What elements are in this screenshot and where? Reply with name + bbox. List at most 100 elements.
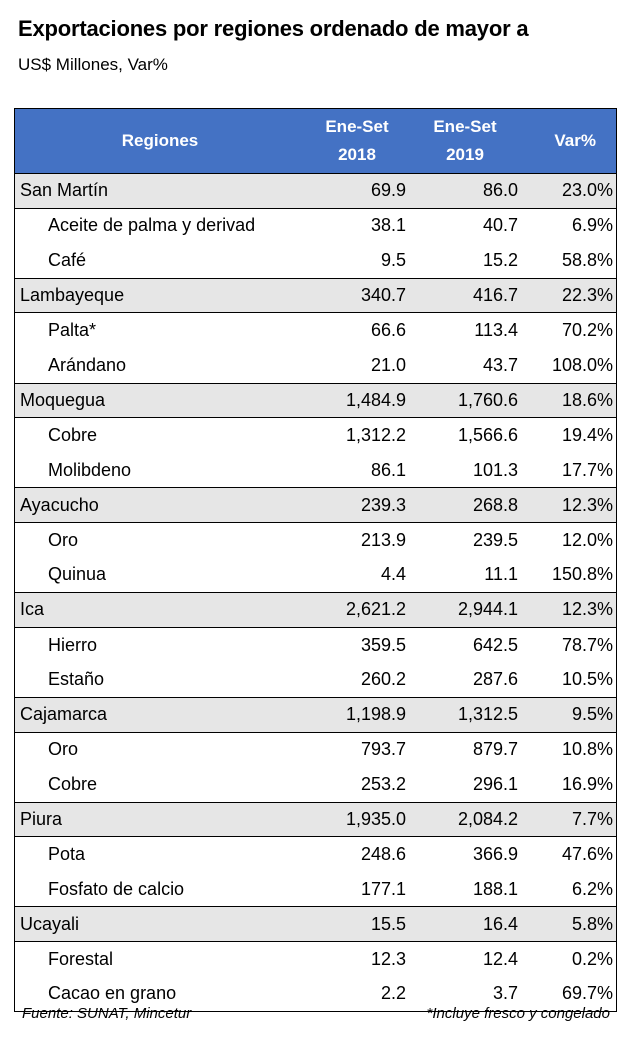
source-note: Fuente: SUNAT, Mincetur <box>22 1005 192 1022</box>
value-2019: 287.6 <box>472 669 518 690</box>
region-row: Lambayeque 340.7 416.7 22.3% <box>15 278 616 314</box>
var-percent: 12.0% <box>561 529 613 550</box>
region-group: Moquegua 1,484.9 1,760.6 18.6% Cobre 1,312.2 1… <box>15 383 616 489</box>
var-percent: 6.9% <box>571 215 613 236</box>
value-2018: 12.3 <box>370 948 406 969</box>
header-regiones: Regiones <box>121 131 199 150</box>
product-row: Cobre 1,312.2 1,566.6 19.4% <box>15 418 616 453</box>
header-2018-line1: Ene-Set <box>325 117 389 136</box>
value-2018: 66.6 <box>370 320 406 341</box>
region-group: Ucayali 15.5 16.4 5.8% Forestal 12.3 12.4 0.2% C… <box>15 907 616 1011</box>
region-group: Ayacucho 239.3 268.8 12.3% Oro 213.9 239.5 12.0… <box>15 488 616 594</box>
product-name: Oro <box>48 529 79 550</box>
region-row: Cajamarca 1,198.9 1,312.5 9.5% <box>15 697 616 733</box>
var-percent: 6.2% <box>571 878 613 899</box>
product-name: Estaño <box>48 669 105 690</box>
product-row: Cobre 253.2 296.1 16.9% <box>15 767 616 802</box>
header-2019: Ene-Set 2019 <box>409 109 521 173</box>
region-name: Moquegua <box>20 389 106 410</box>
value-2018: 38.1 <box>370 215 406 236</box>
var-percent: 78.7% <box>561 634 613 655</box>
var-percent: 23.0% <box>561 180 613 201</box>
value-2018: 359.5 <box>360 634 406 655</box>
product-row: Oro 213.9 239.5 12.0% <box>15 523 616 558</box>
header-2018-line2: 2018 <box>338 145 376 164</box>
value-2019: 1,566.6 <box>457 424 518 445</box>
value-2019: 101.3 <box>472 459 518 480</box>
header-2018: Ene-Set 2018 <box>305 109 409 173</box>
value-2018: 213.9 <box>360 529 406 550</box>
region-group: Piura 1,935.0 2,084.2 7.7% Pota 248.6 366.9 47.… <box>15 802 616 908</box>
value-2018: 2,621.2 <box>345 599 406 620</box>
var-percent: 18.6% <box>561 389 613 410</box>
value-2018: 248.6 <box>360 844 406 865</box>
region-name: Cajamarca <box>20 704 108 725</box>
product-name: Café <box>48 249 87 270</box>
region-group: Lambayeque 340.7 416.7 22.3% Palta* 66.6 113.4… <box>15 278 616 384</box>
region-name: Ucayali <box>20 913 80 934</box>
product-name: Hierro <box>48 634 98 655</box>
value-2018: 69.9 <box>370 180 406 201</box>
product-row: Molibdeno 86.1 101.3 17.7% <box>15 453 616 488</box>
value-2018: 253.2 <box>360 773 406 794</box>
value-2019: 366.9 <box>472 844 518 865</box>
var-percent: 19.4% <box>561 424 613 445</box>
value-2019: 16.4 <box>482 913 518 934</box>
var-percent: 5.8% <box>571 913 613 934</box>
product-name: Forestal <box>48 948 114 969</box>
value-2018: 1,312.2 <box>345 424 406 445</box>
value-2019: 188.1 <box>472 878 518 899</box>
value-2018: 340.7 <box>360 285 406 306</box>
value-2019: 239.5 <box>472 529 518 550</box>
var-percent: 150.8% <box>551 564 613 585</box>
product-name: Molibdeno <box>48 459 132 480</box>
product-row: Aceite de palma y derivad 38.1 40.7 6.9% <box>15 209 616 244</box>
product-name: Fosfato de calcio <box>48 878 185 899</box>
product-name: Cacao en grano <box>48 983 177 1004</box>
value-2019: 43.7 <box>482 354 518 375</box>
product-row: Café 9.5 15.2 58.8% <box>15 243 616 278</box>
var-percent: 58.8% <box>561 249 613 270</box>
value-2019: 113.4 <box>474 320 518 341</box>
value-2018: 260.2 <box>360 669 406 690</box>
region-row: San Martín 69.9 86.0 23.0% <box>15 174 616 209</box>
value-2018: 1,198.9 <box>345 704 406 725</box>
region-row: Ica 2,621.2 2,944.1 12.3% <box>15 593 616 628</box>
value-2018: 793.7 <box>360 739 406 760</box>
var-percent: 0.2% <box>571 948 613 969</box>
region-row: Piura 1,935.0 2,084.2 7.7% <box>15 802 616 838</box>
region-name: Piura <box>20 808 63 829</box>
value-2018: 9.5 <box>380 249 406 270</box>
value-2018: 177.1 <box>360 878 406 899</box>
table-body: San Martín 69.9 86.0 23.0% Aceite de palma y… <box>15 174 616 1011</box>
value-2019: 3.7 <box>492 983 518 1004</box>
var-percent: 7.7% <box>571 808 613 829</box>
var-percent: 16.9% <box>561 773 613 794</box>
value-2018: 1,935.0 <box>345 808 406 829</box>
var-percent: 47.6% <box>561 844 613 865</box>
exports-table: Regiones Ene-Set 2018 Ene-Set 2019 Var% … <box>14 108 617 1013</box>
region-name: Lambayeque <box>20 285 125 306</box>
value-2019: 1,312.5 <box>457 704 518 725</box>
product-name: Arándano <box>48 354 127 375</box>
var-percent: 10.8% <box>561 739 613 760</box>
product-row: Oro 793.7 879.7 10.8% <box>15 733 616 768</box>
value-2019: 12.4 <box>482 948 518 969</box>
region-name: Ica <box>20 599 45 620</box>
region-name: San Martín <box>20 180 109 201</box>
region-group: San Martín 69.9 86.0 23.0% Aceite de palma y… <box>15 174 616 279</box>
var-percent: 108.0% <box>551 354 613 375</box>
region-name: Ayacucho <box>20 494 99 515</box>
product-name: Oro <box>48 739 79 760</box>
value-2019: 642.5 <box>472 634 518 655</box>
value-2018: 4.4 <box>380 564 406 585</box>
var-percent: 22.3% <box>561 285 613 306</box>
var-percent: 70.2% <box>561 320 613 341</box>
region-row: Ucayali 15.5 16.4 5.8% <box>15 907 616 943</box>
product-name: Palta* <box>48 320 97 341</box>
value-2019: 86.0 <box>482 180 518 201</box>
var-percent: 69.7% <box>561 983 613 1004</box>
value-2018: 239.3 <box>360 494 406 515</box>
value-2019: 15.2 <box>482 249 518 270</box>
value-2018: 86.1 <box>370 459 406 480</box>
